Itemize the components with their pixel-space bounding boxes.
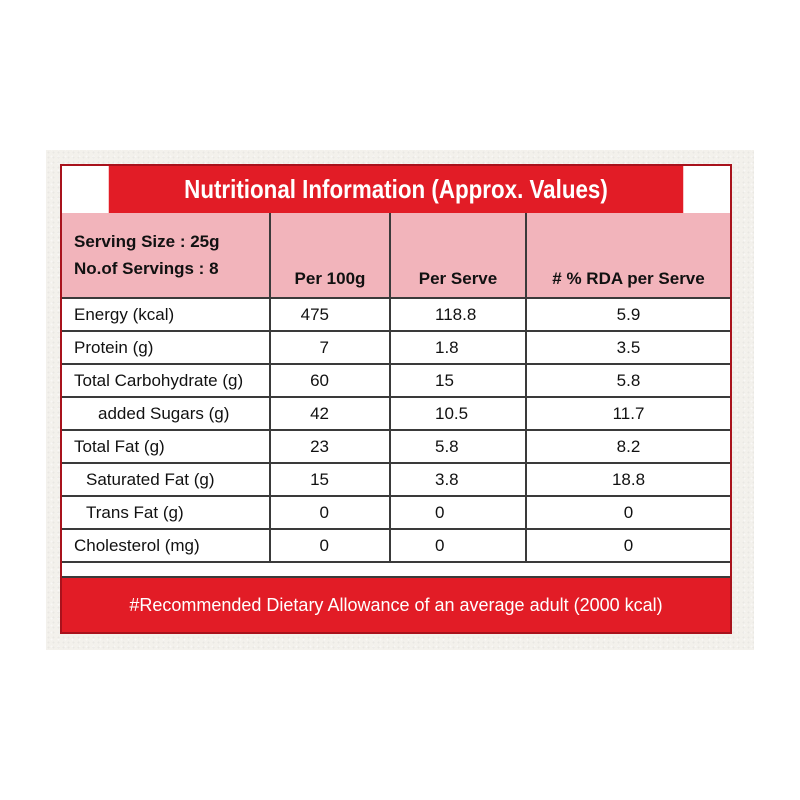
value-perserve: 5.8 (389, 429, 527, 464)
table-row: Trans Fat (g) 0 0 0 (62, 495, 730, 530)
table-row: Protein (g) 7 1.8 3.5 (62, 330, 730, 365)
value-per100: 7 (269, 330, 391, 365)
table-row: Saturated Fat (g) 15 3.8 18.8 (62, 462, 730, 497)
value-rda: 8.2 (525, 429, 730, 464)
nutrient-name: Energy (kcal) (62, 297, 271, 332)
value-per100: 475 (269, 297, 391, 332)
nutrition-panel: Nutritional Information (Approx. Values)… (60, 164, 732, 634)
value-per100: 23 (269, 429, 391, 464)
value-rda: 18.8 (525, 462, 730, 497)
nutrient-name: Total Fat (g) (62, 429, 271, 464)
nutrition-table: Serving Size : 25g No.of Servings : 8 Pe… (62, 213, 730, 563)
table-row: added Sugars (g) 42 10.5 11.7 (62, 396, 730, 431)
col-header-perserve: Per Serve (389, 213, 527, 299)
nutrient-name: Protein (g) (62, 330, 271, 365)
nutrient-name: Trans Fat (g) (62, 495, 271, 530)
value-per100: 15 (269, 462, 391, 497)
col-header-rda: # % RDA per Serve (525, 213, 730, 299)
table-row: Cholesterol (mg) 0 0 0 (62, 528, 730, 563)
value-per100: 0 (269, 495, 391, 530)
value-perserve: 118.8 (389, 297, 527, 332)
nutrient-name: Cholesterol (mg) (62, 528, 271, 563)
value-per100: 42 (269, 396, 391, 431)
value-rda: 0 (525, 528, 730, 563)
nutrient-name: added Sugars (g) (62, 396, 271, 431)
value-rda: 5.9 (525, 297, 730, 332)
col-header-per100: Per 100g (269, 213, 391, 299)
table-row: Total Carbohydrate (g) 60 15 5.8 (62, 363, 730, 398)
value-perserve: 1.8 (389, 330, 527, 365)
servings-count: No.of Servings : 8 (74, 259, 219, 278)
rda-footnote: #Recommended Dietary Allowance of an ave… (129, 594, 663, 615)
value-perserve: 0 (389, 495, 527, 530)
table-row: Energy (kcal) 475 118.8 5.9 (62, 297, 730, 332)
value-rda: 0 (525, 495, 730, 530)
value-perserve: 15 (389, 363, 527, 398)
value-perserve: 0 (389, 528, 527, 563)
value-per100: 0 (269, 528, 391, 563)
title-bar: Nutritional Information (Approx. Values) (108, 166, 684, 213)
nutrient-name: Saturated Fat (g) (62, 462, 271, 497)
value-rda: 11.7 (525, 396, 730, 431)
serving-size: Serving Size : 25g (74, 232, 220, 251)
value-rda: 3.5 (525, 330, 730, 365)
serving-info-cell: Serving Size : 25g No.of Servings : 8 (62, 213, 271, 299)
header-row: Serving Size : 25g No.of Servings : 8 Pe… (62, 213, 730, 299)
value-perserve: 10.5 (389, 396, 527, 431)
footer-bar: #Recommended Dietary Allowance of an ave… (62, 576, 730, 632)
nutrient-name: Total Carbohydrate (g) (62, 363, 271, 398)
table-row: Total Fat (g) 23 5.8 8.2 (62, 429, 730, 464)
panel-title: Nutritional Information (Approx. Values) (184, 174, 608, 204)
value-rda: 5.8 (525, 363, 730, 398)
value-perserve: 3.8 (389, 462, 527, 497)
value-per100: 60 (269, 363, 391, 398)
